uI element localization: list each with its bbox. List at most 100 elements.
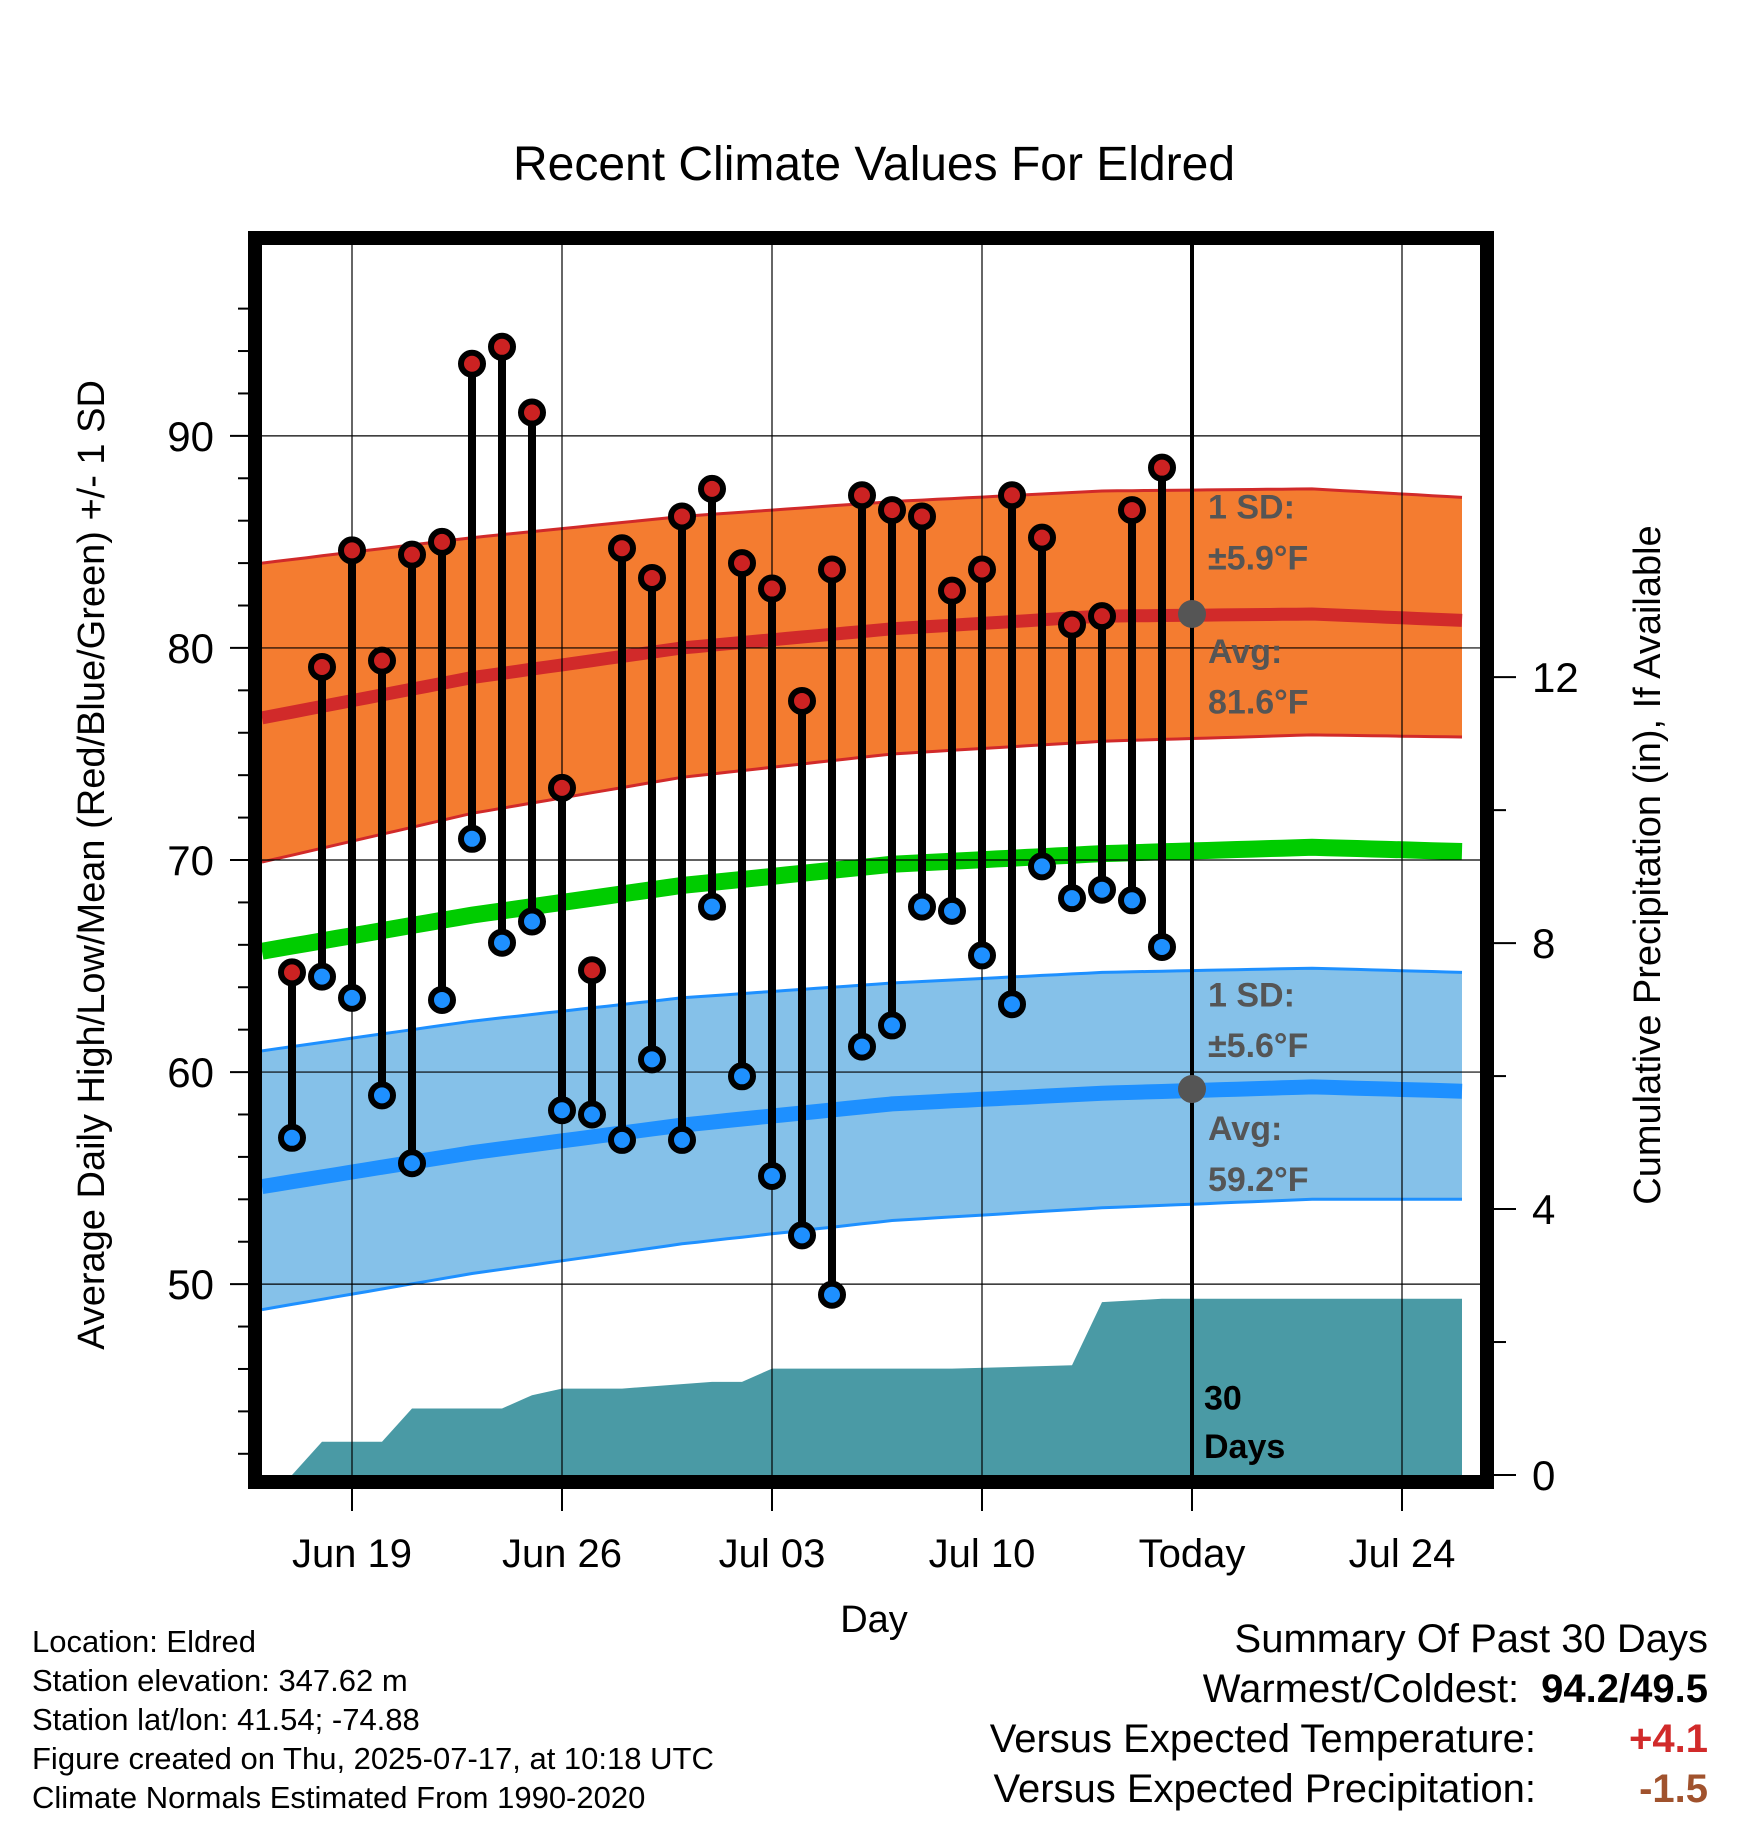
high-point <box>548 773 576 802</box>
today-low-avg-marker <box>1178 1075 1206 1104</box>
high-point <box>1028 523 1056 552</box>
low-sd-lower-line <box>262 1197 1462 1312</box>
x-tick-label: Jul 24 <box>1349 1532 1456 1576</box>
low-point <box>668 1125 696 1154</box>
low-point <box>1148 932 1176 961</box>
summary-panel: Summary Of Past 30 Days Warmest/Coldest:… <box>990 1614 1708 1814</box>
high-point <box>428 527 456 556</box>
x-tick-label: Jul 10 <box>929 1532 1036 1576</box>
warm-cold-value: 94.2/49.5 <box>1541 1667 1708 1711</box>
low-point <box>788 1221 816 1250</box>
low-point <box>908 892 936 921</box>
low-point <box>938 896 966 925</box>
low-point <box>698 892 726 921</box>
summary-warm-cold: Warmest/Coldest: 94.2/49.5 <box>990 1664 1708 1714</box>
y2-tick-label: 0 <box>1532 1452 1555 1499</box>
high-point <box>608 534 636 563</box>
low-point <box>728 1062 756 1091</box>
high-point <box>1148 453 1176 482</box>
high-point <box>968 555 996 584</box>
x-axis-label: Day <box>840 1599 908 1641</box>
temp-value: +4.1 <box>1629 1717 1708 1761</box>
high-point <box>788 686 816 715</box>
high-point <box>728 549 756 578</box>
high-point <box>518 398 546 427</box>
high-point <box>758 574 786 603</box>
low-point <box>818 1280 846 1309</box>
high-sd-value: ±5.9°F <box>1208 539 1308 577</box>
y-tick-label: 50 <box>167 1261 214 1308</box>
low-point <box>578 1100 606 1129</box>
y2-tick-label: 8 <box>1532 920 1555 967</box>
plot-inner <box>262 245 1480 1475</box>
warm-cold-label: Warmest/Coldest: <box>1202 1667 1520 1711</box>
high-avg-label: Avg: <box>1208 633 1282 671</box>
low-point <box>608 1125 636 1154</box>
chart-title: Recent Climate Values For Eldred <box>513 138 1235 191</box>
low-point <box>638 1045 666 1074</box>
low-point <box>338 983 366 1012</box>
x-tick-label: Jun 19 <box>292 1532 412 1576</box>
summary-temp: Versus Expected Temperature: +4.1 <box>990 1714 1708 1764</box>
low-point <box>968 941 996 970</box>
low-avg-line <box>262 1079 1463 1195</box>
low-point <box>518 907 546 936</box>
low-avg-label: Avg: <box>1208 1110 1282 1148</box>
temp-label: Versus Expected Temperature: <box>989 1717 1536 1761</box>
low-point <box>308 962 336 991</box>
low-point <box>1028 852 1056 881</box>
summary-precip: Versus Expected Precipitation: -1.5 <box>990 1764 1708 1814</box>
high-point <box>1118 496 1146 525</box>
low-point <box>428 985 456 1014</box>
high-avg-value: 81.6°F <box>1208 684 1309 722</box>
high-point <box>638 563 666 592</box>
y-tick-label: 80 <box>167 625 214 672</box>
plot-frame <box>248 231 1494 1489</box>
y-tick-label: 60 <box>167 1049 214 1096</box>
y-axis-label: Average Daily High/Low/Mean (Red/Blue/Gr… <box>71 380 113 1350</box>
precip-value: -1.5 <box>1639 1767 1708 1811</box>
high-point <box>1088 602 1116 631</box>
low-point <box>1088 875 1116 904</box>
high-point <box>458 349 486 378</box>
y-tick-label: 90 <box>167 413 214 460</box>
high-point <box>878 496 906 525</box>
y2-tick-label: 4 <box>1532 1186 1555 1233</box>
high-point <box>278 958 306 987</box>
info-normals: Climate Normals Estimated From 1990-2020 <box>32 1780 646 1815</box>
high-point <box>368 646 396 675</box>
high-point <box>668 502 696 531</box>
low-point <box>848 1032 876 1061</box>
low-avg-value: 59.2°F <box>1208 1161 1309 1199</box>
days-label-number: 30 <box>1204 1379 1242 1417</box>
high-point <box>908 502 936 531</box>
high-point <box>398 540 426 569</box>
low-point <box>998 990 1026 1019</box>
high-point <box>818 555 846 584</box>
y2-axis-label: Cumulative Precipitation (in), If Availa… <box>1627 525 1669 1204</box>
low-point <box>458 824 486 853</box>
high-point <box>998 481 1026 510</box>
low-sd-label: 1 SD: <box>1208 976 1295 1014</box>
low-point <box>548 1096 576 1125</box>
days-label-text: Days <box>1204 1428 1285 1466</box>
station-info: Location: Eldred Station elevation: 347.… <box>32 1622 714 1817</box>
info-elevation: Station elevation: 347.62 m <box>32 1663 408 1698</box>
high-point <box>698 474 726 503</box>
precip-area <box>292 1298 1462 1475</box>
info-created: Figure created on Thu, 2025-07-17, at 10… <box>32 1741 714 1776</box>
precip-label: Versus Expected Precipitation: <box>993 1767 1536 1811</box>
low-point <box>278 1123 306 1152</box>
low-point <box>1118 886 1146 915</box>
info-location: Location: Eldred <box>32 1624 257 1659</box>
y2-tick-label: 12 <box>1532 654 1579 701</box>
low-point <box>878 1011 906 1040</box>
today-high-avg-marker <box>1178 600 1206 628</box>
low-point <box>758 1161 786 1190</box>
high-point <box>578 956 606 985</box>
high-point <box>338 536 366 565</box>
low-point <box>488 928 516 957</box>
x-tick-label: Today <box>1139 1532 1246 1576</box>
high-point <box>308 653 336 682</box>
